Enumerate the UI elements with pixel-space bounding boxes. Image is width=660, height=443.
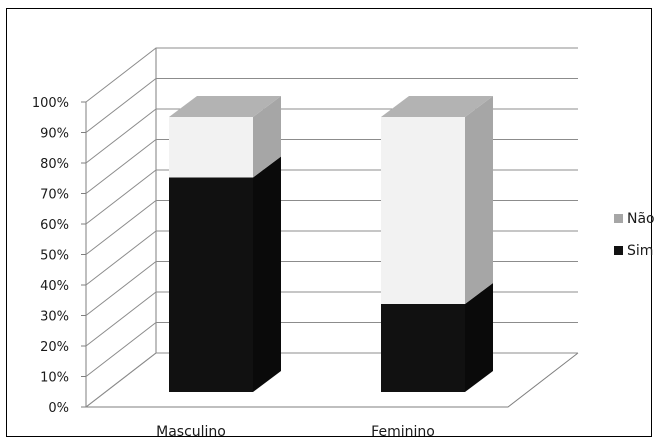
y-tick-label: 10% bbox=[40, 371, 69, 386]
legend-swatch-Sim bbox=[614, 246, 623, 255]
bar-top-Não bbox=[381, 96, 493, 117]
bar-side-Sim bbox=[465, 283, 493, 392]
y-tick-label: 50% bbox=[40, 249, 69, 264]
y-tick-label: 80% bbox=[40, 157, 69, 172]
bar-Sim bbox=[169, 177, 253, 392]
bar-side-Não bbox=[465, 96, 493, 304]
y-tick-label: 30% bbox=[40, 310, 69, 325]
bar-side-Não bbox=[253, 96, 281, 178]
bar-Sim bbox=[381, 304, 465, 392]
y-tick-label: 20% bbox=[40, 340, 69, 355]
x-category-label: Feminino bbox=[371, 424, 435, 440]
legend-label-Não: Não bbox=[627, 211, 655, 227]
gridline bbox=[85, 291, 578, 347]
gridline bbox=[85, 78, 578, 133]
x-category-label: Masculino bbox=[156, 424, 226, 440]
bar-Não bbox=[169, 117, 253, 178]
legend: Não Sim bbox=[614, 211, 655, 259]
gridline bbox=[85, 261, 578, 316]
y-tick-label: 100% bbox=[32, 96, 69, 111]
gridline bbox=[85, 230, 578, 286]
y-tick-label: 40% bbox=[40, 279, 69, 294]
gridline bbox=[85, 322, 578, 377]
legend-label-Sim: Sim bbox=[627, 243, 653, 259]
gridline bbox=[85, 352, 578, 408]
gridline bbox=[85, 139, 578, 194]
y-tick-label: 70% bbox=[40, 188, 69, 203]
gridline bbox=[85, 169, 578, 225]
bar-side-Sim bbox=[253, 156, 281, 392]
y-tick-label: 60% bbox=[40, 218, 69, 233]
bar-Não bbox=[381, 117, 465, 304]
x-axis-labels: Masculino Feminino bbox=[156, 424, 435, 440]
gridline bbox=[85, 108, 578, 164]
floor-edge bbox=[86, 352, 579, 408]
bars bbox=[169, 96, 493, 392]
y-axis-ticks: 0% 10% 20% 30% 40% 50% 60% 70% 80% 90% 100% bbox=[32, 96, 86, 416]
grid-lines bbox=[85, 47, 578, 408]
y-tick-label: 90% bbox=[40, 127, 69, 142]
legend-swatch-Não bbox=[614, 214, 623, 223]
y-tick-label: 0% bbox=[48, 401, 69, 416]
gridline bbox=[85, 47, 578, 103]
chart-frame bbox=[6, 8, 652, 437]
bar-top-Não bbox=[169, 96, 281, 117]
gridline bbox=[85, 200, 578, 255]
